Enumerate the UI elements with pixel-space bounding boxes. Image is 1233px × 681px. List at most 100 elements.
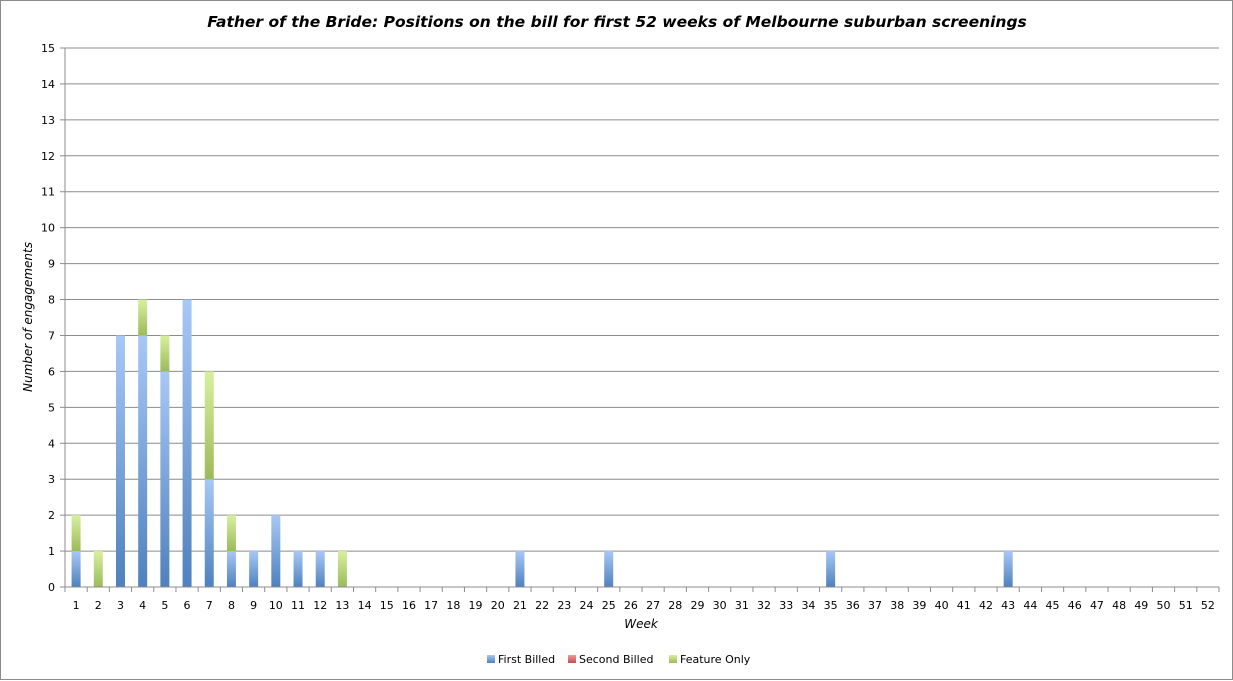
x-tick-label: 11 xyxy=(291,599,305,612)
bar-feature-only-week-7 xyxy=(204,371,214,480)
x-tick-label: 19 xyxy=(469,599,483,612)
legend-swatch xyxy=(568,655,576,663)
y-tick-label: 8 xyxy=(48,294,55,307)
x-tick-label: 45 xyxy=(1046,599,1060,612)
x-tick-label: 26 xyxy=(624,599,638,612)
bar-first-billed-week-10 xyxy=(271,515,281,587)
x-tick-label: 30 xyxy=(713,599,727,612)
chart-title: Father of the Bride: Positions on the bi… xyxy=(207,13,1027,31)
x-tick-label: 29 xyxy=(690,599,704,612)
bar-first-billed-week-6 xyxy=(182,299,192,587)
bar-feature-only-week-2 xyxy=(93,551,103,587)
y-tick-label: 0 xyxy=(48,581,55,594)
x-tick-label: 6 xyxy=(184,599,191,612)
legend-item-feature-only: Feature Only xyxy=(669,653,751,666)
y-axis-title: Number of engagements xyxy=(21,242,35,392)
bar-first-billed-week-35 xyxy=(826,551,836,587)
bar-feature-only-week-4 xyxy=(138,299,148,336)
x-tick-label: 21 xyxy=(513,599,527,612)
bar-first-billed-week-11 xyxy=(293,551,303,587)
y-tick-label: 6 xyxy=(48,365,55,378)
bar-first-billed-week-25 xyxy=(604,551,614,587)
bar-first-billed-week-21 xyxy=(515,551,525,587)
x-tick-label: 25 xyxy=(602,599,616,612)
x-tick-label: 36 xyxy=(846,599,860,612)
bar-first-billed-week-5 xyxy=(160,371,170,587)
legend: First Billed Second Billed Feature Only xyxy=(487,653,751,666)
x-tick-label: 34 xyxy=(801,599,815,612)
y-tick-label: 14 xyxy=(41,78,55,91)
x-tick-label: 43 xyxy=(1001,599,1015,612)
axes xyxy=(64,48,1219,588)
x-tick-label: 1 xyxy=(73,599,80,612)
legend-label: Feature Only xyxy=(680,653,751,666)
x-tick-label: 38 xyxy=(890,599,904,612)
y-tick-label: 5 xyxy=(48,401,55,414)
bars xyxy=(71,299,1013,587)
x-tick-label: 31 xyxy=(735,599,749,612)
x-tick-label: 41 xyxy=(957,599,971,612)
bar-feature-only-week-8 xyxy=(226,515,236,552)
y-tick-label: 2 xyxy=(48,509,55,522)
bar-first-billed-week-7 xyxy=(204,479,214,587)
x-tick-label: 22 xyxy=(535,599,549,612)
x-tick-label: 13 xyxy=(335,599,349,612)
bar-feature-only-week-13 xyxy=(337,551,347,587)
x-tick-label: 32 xyxy=(757,599,771,612)
x-tick-label: 28 xyxy=(668,599,682,612)
bar-first-billed-week-3 xyxy=(115,335,125,587)
x-tick-label: 33 xyxy=(779,599,793,612)
x-tick-label: 18 xyxy=(446,599,460,612)
x-tick-label: 8 xyxy=(228,599,235,612)
x-tick-label: 47 xyxy=(1090,599,1104,612)
x-tick-label: 5 xyxy=(161,599,168,612)
legend-item-first-billed: First Billed xyxy=(487,653,555,666)
legend-label: First Billed xyxy=(498,653,555,666)
x-tick-label: 16 xyxy=(402,599,416,612)
y-tick-label: 4 xyxy=(48,437,55,450)
legend-swatch xyxy=(487,655,495,663)
x-tick-label: 10 xyxy=(269,599,283,612)
bar-first-billed-week-9 xyxy=(249,551,259,587)
x-tick-label: 9 xyxy=(250,599,257,612)
x-tick-label: 46 xyxy=(1068,599,1082,612)
x-tick-label: 50 xyxy=(1157,599,1171,612)
x-tick-label: 24 xyxy=(580,599,594,612)
y-tick-label: 13 xyxy=(41,114,55,127)
x-axis-ticks: 1 2 3 4 5 6 7 8 9 10 11 12 13 14 15 16 17 18 19 20 21 22 23 24 2… xyxy=(64,587,1220,612)
y-tick-label: 11 xyxy=(41,186,55,199)
legend-label: Second Billed xyxy=(579,653,653,666)
x-tick-label: 23 xyxy=(557,599,571,612)
y-tick-label: 3 xyxy=(48,473,55,486)
x-tick-label: 27 xyxy=(646,599,660,612)
x-tick-label: 52 xyxy=(1201,599,1215,612)
legend-item-second-billed: Second Billed xyxy=(568,653,653,666)
y-tick-label: 9 xyxy=(48,258,55,271)
gridlines xyxy=(65,47,1219,552)
x-tick-label: 7 xyxy=(206,599,213,612)
y-tick-label: 12 xyxy=(41,150,55,163)
x-tick-label: 20 xyxy=(491,599,505,612)
bar-feature-only-week-1 xyxy=(71,515,81,552)
bar-first-billed-week-1 xyxy=(71,551,81,587)
bar-first-billed-week-4 xyxy=(138,335,148,587)
x-tick-label: 39 xyxy=(912,599,926,612)
x-tick-label: 48 xyxy=(1112,599,1126,612)
x-tick-label: 40 xyxy=(935,599,949,612)
bar-first-billed-week-12 xyxy=(315,551,325,587)
x-tick-label: 42 xyxy=(979,599,993,612)
bar-first-billed-week-43 xyxy=(1003,551,1013,587)
legend-swatch xyxy=(669,655,677,663)
y-tick-label: 1 xyxy=(48,545,55,558)
bar-feature-only-week-5 xyxy=(160,335,170,372)
y-tick-label: 15 xyxy=(41,42,55,55)
x-tick-label: 2 xyxy=(95,599,102,612)
x-tick-label: 12 xyxy=(313,599,327,612)
x-tick-label: 35 xyxy=(824,599,838,612)
x-tick-label: 14 xyxy=(358,599,372,612)
y-tick-label: 7 xyxy=(48,329,55,342)
x-tick-label: 3 xyxy=(117,599,124,612)
